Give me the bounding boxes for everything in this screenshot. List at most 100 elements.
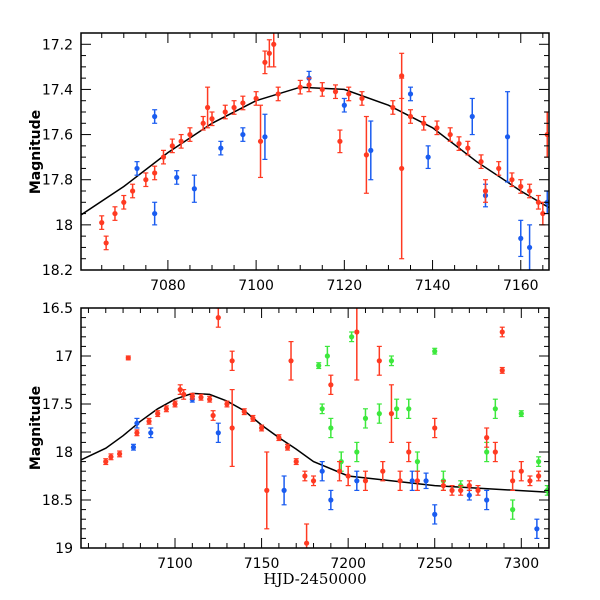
data-point-red xyxy=(319,86,325,93)
data-point-blue xyxy=(328,497,334,503)
data-point-blue xyxy=(215,430,221,436)
data-point-blue xyxy=(152,210,158,217)
data-point-green xyxy=(316,363,322,369)
data-point-red xyxy=(399,73,405,79)
data-point-blue xyxy=(484,497,490,503)
data-point-red xyxy=(421,120,427,126)
data-point-green xyxy=(536,459,542,465)
data-point-red xyxy=(209,116,215,122)
data-point-red xyxy=(434,125,440,131)
data-point-red xyxy=(492,449,498,455)
data-point-blue xyxy=(407,91,414,97)
data-point-red xyxy=(163,406,169,412)
x-tick-label: 7250 xyxy=(417,556,453,572)
data-point-red xyxy=(210,412,216,419)
data-point-blue xyxy=(432,511,438,517)
data-point-red xyxy=(241,409,247,415)
data-point-red xyxy=(536,473,542,479)
data-point-green xyxy=(518,411,524,417)
data-point-blue xyxy=(368,147,374,153)
y-tick-label: 17.4 xyxy=(42,82,73,98)
data-point-red xyxy=(143,177,149,183)
top-panel: 7080 7100 7120 7140 7160 17.2 17.4 17.6 17.8 18 18… xyxy=(42,32,550,294)
data-point-red xyxy=(172,401,178,407)
series-green xyxy=(316,331,549,520)
y-tick-label: 17.6 xyxy=(42,128,73,144)
data-point-red xyxy=(499,367,505,373)
x-tick-label: 7200 xyxy=(330,556,366,572)
data-point-red xyxy=(332,89,339,95)
data-point-red xyxy=(222,109,228,115)
data-point-green xyxy=(492,406,498,412)
data-point-red xyxy=(510,478,516,484)
series-red xyxy=(99,33,549,260)
data-point-green xyxy=(328,425,334,431)
data-point-red xyxy=(160,154,167,160)
data-point-red xyxy=(134,430,140,436)
data-point-red xyxy=(397,478,403,484)
data-point-blue xyxy=(526,244,533,251)
data-point-red xyxy=(178,138,184,144)
data-point-red xyxy=(275,91,281,97)
plot-frame xyxy=(80,307,550,549)
data-point-blue xyxy=(134,420,140,426)
data-point-red xyxy=(207,396,213,402)
data-point-blue xyxy=(152,113,158,120)
data-point-green xyxy=(414,459,421,465)
data-point-blue xyxy=(281,487,287,493)
x-tick-label: 7100 xyxy=(238,278,274,294)
y-tick-label: 18.5 xyxy=(42,493,73,509)
y-tick-label: 16.5 xyxy=(42,301,73,317)
data-point-blue xyxy=(466,492,472,498)
data-point-green xyxy=(432,348,438,354)
y-tick-label: 17.8 xyxy=(42,173,73,189)
data-point-red xyxy=(390,104,396,111)
data-point-red xyxy=(302,473,308,479)
data-point-blue xyxy=(191,186,197,192)
data-point-red xyxy=(229,425,235,431)
data-point-red xyxy=(456,141,462,147)
y-tick-label: 18.2 xyxy=(42,263,73,279)
data-point-blue xyxy=(262,134,268,140)
series-red xyxy=(103,308,542,548)
data-point-red xyxy=(146,418,152,424)
y-tick-label: 18 xyxy=(55,445,73,461)
data-point-red xyxy=(276,435,282,441)
data-point-green xyxy=(349,334,355,340)
data-point-red xyxy=(466,483,472,489)
data-point-red xyxy=(204,104,211,111)
data-point-red xyxy=(108,454,114,460)
data-point-red xyxy=(328,382,334,388)
data-point-red xyxy=(526,188,533,194)
data-point-red xyxy=(345,473,351,479)
data-point-red xyxy=(540,210,546,217)
data-point-red xyxy=(258,425,265,431)
data-point-red xyxy=(264,487,270,493)
data-point-red xyxy=(376,358,382,364)
data-point-red xyxy=(380,468,386,474)
data-point-green xyxy=(510,507,516,513)
data-point-red xyxy=(198,394,204,400)
data-point-red xyxy=(117,451,123,457)
data-point-red xyxy=(359,95,365,102)
plot-area xyxy=(81,33,549,270)
data-point-red xyxy=(130,188,136,194)
data-point-blue xyxy=(423,478,429,484)
data-point-blue xyxy=(504,134,511,140)
plot-area xyxy=(81,308,549,548)
bottom-y-axis-label: Magnitude xyxy=(28,386,44,470)
data-point-red xyxy=(388,411,395,417)
series-blue xyxy=(134,70,549,270)
data-point-blue xyxy=(240,131,246,138)
data-point-red xyxy=(509,177,515,183)
data-point-red xyxy=(337,138,343,144)
data-point-blue xyxy=(218,145,224,151)
y-tick-label: 18 xyxy=(55,218,73,234)
y-tick-label: 19 xyxy=(55,541,73,557)
data-point-red xyxy=(306,82,312,88)
data-point-red xyxy=(177,387,183,393)
data-point-red xyxy=(518,468,524,474)
data-point-green xyxy=(376,411,382,417)
data-point-red xyxy=(250,415,256,421)
x-tick-label: 7140 xyxy=(415,278,451,294)
